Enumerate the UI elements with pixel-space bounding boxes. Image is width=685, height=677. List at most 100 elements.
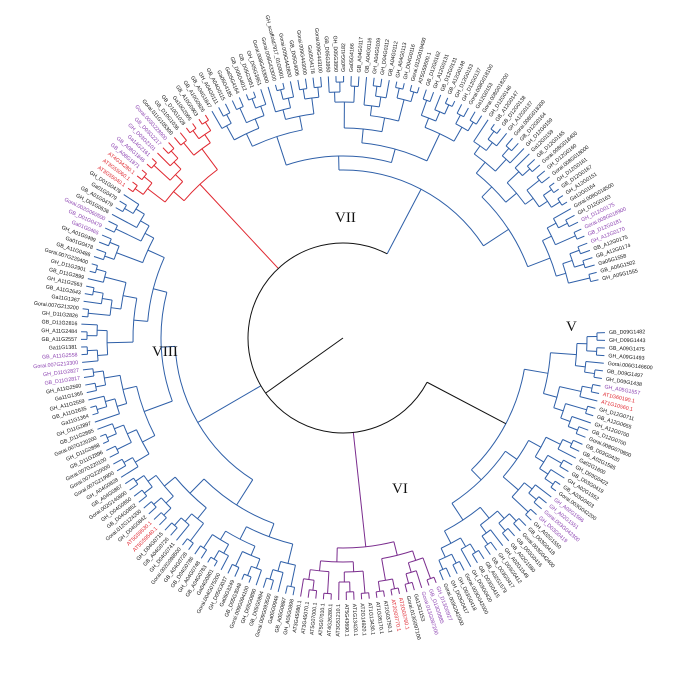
branch	[104, 374, 121, 379]
branch	[255, 558, 261, 569]
branch	[162, 147, 169, 154]
branch-arc	[569, 253, 575, 268]
branch	[522, 168, 531, 176]
branch	[280, 89, 284, 100]
leaf-label: GH_A11G2484	[41, 328, 77, 335]
branch-arc	[534, 437, 547, 458]
branch-arc	[310, 569, 329, 573]
branch-arc	[142, 182, 153, 195]
branch	[168, 142, 175, 149]
branch	[253, 91, 257, 98]
branch	[434, 94, 442, 110]
branch-arc	[140, 225, 150, 242]
branch	[473, 145, 481, 155]
branch	[115, 207, 123, 213]
branch-arc	[444, 506, 481, 532]
branch	[562, 259, 573, 265]
branch-arc	[132, 185, 138, 192]
branch	[104, 227, 115, 233]
branch	[550, 469, 565, 479]
branch	[227, 564, 233, 574]
branch	[226, 125, 235, 141]
branch	[511, 142, 519, 152]
branch-arc	[95, 405, 99, 414]
branch	[549, 182, 555, 187]
branch-arc	[189, 127, 197, 134]
leaf-labels: GB_D09G1482 GH_D09G1443 GB_A09G1475GH_A09G…	[33, 15, 653, 641]
branch	[565, 403, 587, 411]
branch	[282, 82, 285, 89]
branch	[100, 433, 106, 437]
branch	[547, 454, 562, 464]
branch	[204, 114, 209, 121]
branch	[569, 446, 580, 452]
leaf-label: Ga05G4178	[306, 45, 315, 74]
branch	[289, 81, 295, 98]
branch	[157, 152, 171, 167]
branch-arc	[122, 204, 127, 212]
branch	[148, 506, 157, 515]
branch	[544, 478, 554, 485]
branch	[151, 158, 157, 163]
leaf-label: AT5G43690.1	[343, 604, 349, 637]
branch	[312, 77, 315, 88]
leaf-label: Ga11G1381	[49, 345, 78, 352]
branch-arc	[191, 513, 204, 524]
branch	[573, 439, 583, 445]
branch	[381, 117, 386, 132]
branch	[147, 249, 165, 258]
branch-arc	[187, 538, 194, 544]
branch	[440, 548, 446, 558]
branch	[479, 507, 490, 519]
branch	[95, 384, 106, 388]
branch	[578, 426, 589, 431]
branch-arc	[198, 130, 211, 140]
branch-arc	[513, 518, 520, 524]
leaf-label: Ga11G1367	[51, 294, 80, 304]
branch	[82, 308, 89, 310]
branch	[514, 153, 530, 169]
branch-arc	[309, 589, 317, 592]
branch-arc	[421, 114, 436, 122]
branch	[300, 578, 304, 597]
leaf-label: AT1G13420.1	[351, 604, 358, 637]
branch	[183, 142, 195, 156]
branch	[582, 385, 593, 389]
branch	[189, 523, 204, 542]
branch	[523, 482, 533, 490]
branch	[135, 208, 145, 215]
branch-arc	[344, 570, 364, 573]
branch	[98, 241, 109, 247]
branch-arc	[501, 155, 511, 164]
branch	[200, 549, 208, 559]
leaf-label: GB_D09G1497	[606, 369, 643, 380]
branch	[397, 587, 400, 594]
branch-arc	[164, 181, 184, 203]
branch	[241, 573, 245, 580]
branch-arc	[481, 529, 491, 537]
branch	[575, 433, 586, 438]
leaf-label: GB_A11G2557	[41, 337, 77, 343]
branch-arc	[585, 406, 589, 414]
branch-arc	[373, 85, 381, 88]
leaf-label: AT2G03770.1	[389, 599, 401, 632]
branch-arc	[286, 155, 392, 166]
branch-arc	[528, 484, 536, 494]
branch	[163, 507, 172, 516]
branch-arc	[505, 145, 512, 152]
branch	[170, 527, 178, 536]
branch	[543, 393, 558, 398]
leaf-label: GH_A04G0109	[372, 38, 382, 75]
branch-arc	[103, 396, 108, 407]
branch-arc	[96, 350, 99, 361]
branch	[94, 413, 120, 423]
branch-arc	[445, 102, 453, 107]
branch	[97, 354, 108, 356]
branch-arc	[502, 528, 509, 534]
branch	[586, 350, 597, 352]
branch	[395, 81, 398, 88]
branch-arc	[160, 512, 167, 519]
branch	[115, 228, 142, 242]
branch	[122, 295, 137, 299]
branch	[184, 513, 193, 522]
